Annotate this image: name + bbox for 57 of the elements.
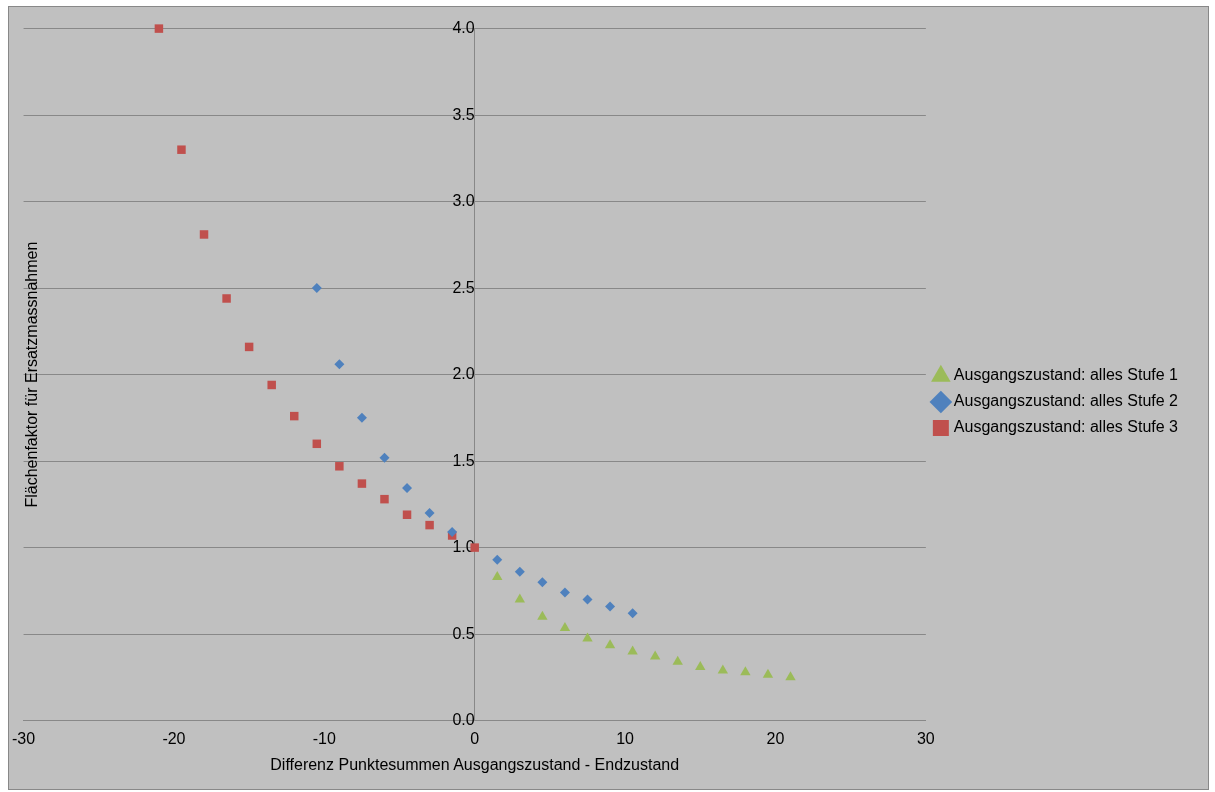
point	[447, 527, 458, 538]
point	[559, 587, 570, 598]
x-tick-label: -10	[312, 729, 336, 747]
point	[582, 594, 593, 605]
point	[357, 479, 367, 488]
point	[514, 566, 525, 577]
point	[335, 462, 344, 471]
point	[402, 510, 412, 519]
point	[380, 494, 389, 504]
point	[559, 622, 571, 632]
x-axis-title: Differenz Punktesummen Ausgangszustand - Endzustand	[270, 755, 680, 773]
point	[154, 24, 164, 33]
point	[762, 668, 774, 678]
point	[199, 230, 209, 239]
point	[627, 645, 638, 655]
y-tick-label: 2.5	[452, 278, 475, 296]
point	[356, 412, 367, 423]
x-tick-label: -20	[162, 729, 186, 747]
y-tick-label: 3.0	[452, 192, 475, 210]
point	[425, 520, 434, 530]
point	[785, 671, 796, 681]
x-tick-label: 10	[616, 729, 635, 747]
point	[492, 571, 503, 581]
point	[334, 359, 345, 370]
point	[424, 508, 435, 518]
point	[695, 660, 706, 670]
point	[605, 601, 616, 612]
point	[267, 380, 276, 390]
point	[514, 593, 526, 603]
point	[537, 577, 548, 588]
point	[402, 482, 413, 493]
y-tick-label: 0.0	[452, 711, 475, 729]
x-tick-label: 30	[916, 729, 935, 747]
x-tick-label: 0	[470, 729, 480, 747]
legend-label: Ausgangszustand: alles Stufe 2	[953, 392, 1179, 410]
point	[177, 145, 186, 154]
y-tick-label: 4.0	[452, 19, 475, 37]
y-tick-label: 0.5	[452, 624, 475, 642]
point	[649, 650, 661, 660]
point	[672, 655, 683, 665]
point	[379, 452, 390, 463]
y-tick-label: 3.5	[452, 105, 475, 123]
point	[492, 554, 503, 565]
point	[311, 283, 322, 294]
point	[537, 610, 548, 620]
legend-label: Ausgangszustand: alles Stufe 1	[953, 366, 1179, 384]
y-tick-label: 2.0	[452, 365, 475, 383]
point	[627, 608, 638, 619]
point	[604, 639, 616, 649]
legend-label: Ausgangszustand: alles Stufe 3	[953, 418, 1179, 436]
point	[222, 294, 231, 303]
point	[740, 666, 751, 676]
x-tick-label: -30	[12, 729, 36, 747]
y-axis-title: Flächenfaktor für Ersatzmassnahmen	[23, 241, 41, 508]
x-tick-label: 20	[766, 729, 785, 747]
y-tick-label: 1.5	[452, 451, 475, 469]
point	[582, 632, 593, 642]
